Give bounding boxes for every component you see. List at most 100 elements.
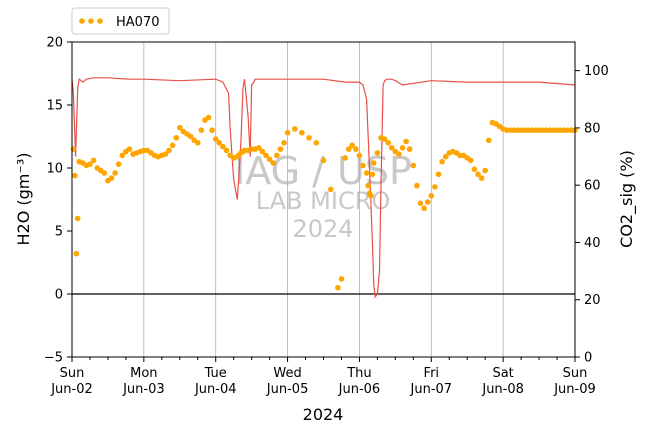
data-point xyxy=(368,192,374,199)
data-point xyxy=(478,175,485,181)
data-point xyxy=(349,142,356,149)
data-point xyxy=(345,146,352,152)
data-point xyxy=(292,126,298,132)
plot-area xyxy=(70,77,578,299)
y-axis-right: 0 20 40 60 80 100 xyxy=(575,64,609,366)
y-right-tick-label: 20 xyxy=(584,293,601,308)
y-left-tick-label: 10 xyxy=(46,162,63,177)
data-point xyxy=(274,152,280,159)
data-point xyxy=(342,155,348,161)
data-point xyxy=(374,150,381,156)
data-point xyxy=(414,182,420,189)
data-point xyxy=(212,136,219,142)
y-left-tick-label: 5 xyxy=(55,225,63,240)
data-point xyxy=(166,147,172,154)
data-point xyxy=(371,160,377,166)
data-point xyxy=(396,151,402,157)
data-point xyxy=(353,146,359,152)
data-point xyxy=(112,170,118,176)
legend-marker xyxy=(97,18,103,24)
data-point xyxy=(360,162,366,169)
data-point xyxy=(389,145,395,151)
y-left-tick-label: 20 xyxy=(46,36,63,51)
y-left-tick-label: 15 xyxy=(46,99,63,114)
data-point xyxy=(205,114,212,121)
x-tick-label-date: Jun-06 xyxy=(338,382,381,397)
y-left-tick-label: 0 xyxy=(55,288,63,303)
data-point xyxy=(356,152,363,159)
data-point xyxy=(338,276,345,282)
data-point xyxy=(277,146,284,152)
data-point xyxy=(90,157,97,164)
data-point xyxy=(87,161,93,167)
data-point xyxy=(263,152,269,159)
data-point xyxy=(369,171,376,178)
x-tick-label-date: Jun-03 xyxy=(122,382,165,397)
y-left-tick-label: −5 xyxy=(44,351,63,366)
data-point xyxy=(101,170,108,176)
data-point xyxy=(335,284,341,291)
data-point xyxy=(223,147,230,154)
data-point xyxy=(281,140,287,146)
data-point xyxy=(486,137,492,144)
x-tick-label-day: Fri xyxy=(424,366,440,381)
y-right-tick-label: 0 xyxy=(584,351,592,366)
data-point xyxy=(73,250,80,257)
data-point xyxy=(424,199,431,205)
data-point xyxy=(381,136,388,142)
x-tick-label-day: Tue xyxy=(204,366,227,381)
data-point xyxy=(187,133,194,140)
data-point xyxy=(385,140,392,146)
data-point xyxy=(365,182,371,189)
data-point xyxy=(198,127,205,133)
data-point xyxy=(299,129,305,136)
data-point xyxy=(284,129,291,136)
data-point xyxy=(162,151,169,157)
data-point xyxy=(421,205,427,212)
data-point xyxy=(327,186,334,193)
data-point xyxy=(313,140,320,146)
data-point xyxy=(363,170,370,176)
legend-marker xyxy=(79,18,85,24)
x-tick-label-date: Jun-08 xyxy=(481,382,524,397)
y-axis-left-label: H2O (gm⁻³) xyxy=(14,153,33,246)
data-point xyxy=(119,152,126,159)
data-point xyxy=(399,145,406,151)
data-point xyxy=(406,146,413,152)
y-axis-left: −5 0 5 10 15 20 xyxy=(44,36,72,366)
x-tick-label-date: Jun-07 xyxy=(410,382,453,397)
x-axis: SunJun-02MonJun-03TueJun-04WedJun-05ThuJ… xyxy=(50,357,596,397)
data-point xyxy=(410,162,417,169)
data-point xyxy=(108,175,115,181)
data-point xyxy=(403,138,409,145)
y-right-tick-label: 40 xyxy=(584,236,601,251)
data-point xyxy=(72,172,78,179)
legend: HA070 xyxy=(71,7,170,35)
series-line-co2 xyxy=(71,77,576,299)
data-point xyxy=(270,160,277,166)
data-point xyxy=(255,145,262,151)
x-tick-label-day: Mon xyxy=(130,366,157,381)
y-right-tick-label: 100 xyxy=(584,64,609,79)
data-point xyxy=(70,146,77,152)
data-point xyxy=(220,143,226,150)
data-point xyxy=(209,127,215,133)
x-tick-label-date: Jun-09 xyxy=(553,382,596,397)
data-point xyxy=(475,171,481,178)
data-point xyxy=(216,140,223,146)
watermark-line-3: 2024 xyxy=(292,215,353,243)
data-point xyxy=(417,200,424,207)
data-point xyxy=(468,157,474,164)
x-tick-label-date: Jun-05 xyxy=(266,382,309,397)
x-axis-label: 2024 xyxy=(303,405,344,424)
x-tick-label-day: Sun xyxy=(60,366,85,381)
data-point xyxy=(471,166,478,173)
x-tick-label-day: Wed xyxy=(273,366,301,381)
x-tick-label-date: Jun-04 xyxy=(194,382,237,397)
legend-marker xyxy=(88,18,94,24)
data-point xyxy=(439,158,445,165)
data-point xyxy=(432,184,438,190)
data-point xyxy=(320,157,327,164)
y-right-tick-label: 80 xyxy=(584,121,601,136)
